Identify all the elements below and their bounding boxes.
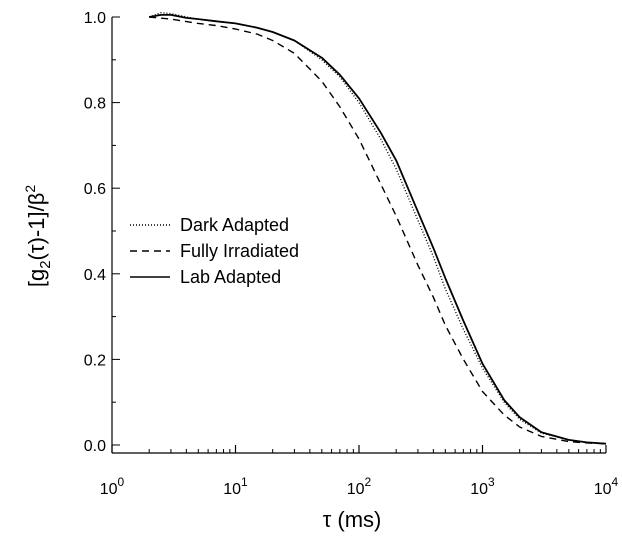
x-tick-label-base: 10 bbox=[223, 481, 241, 498]
y-axis-title-part1: [g bbox=[24, 269, 49, 287]
y-tick-label: 0.8 bbox=[84, 96, 106, 113]
x-tick-label-exponent: 2 bbox=[365, 475, 372, 489]
x-tick-label-base: 10 bbox=[100, 481, 118, 498]
legend-label-dark-adapted: Dark Adapted bbox=[180, 215, 289, 235]
x-tick-label-exponent: 4 bbox=[612, 475, 619, 489]
x-axis-title-symbol: τ bbox=[323, 507, 332, 532]
y-axis-title: [g2(τ)-1]/β2 bbox=[22, 185, 54, 288]
legend-item-dark-adapted: Dark Adapted bbox=[130, 215, 289, 235]
legend-item-fully-irradiated: Fully Irradiated bbox=[130, 241, 299, 261]
x-tick-label-base: 10 bbox=[594, 481, 612, 498]
x-tick-label-exponent: 3 bbox=[488, 475, 495, 489]
y-tick-label: 0.4 bbox=[84, 267, 106, 284]
y-tick-label: 0.2 bbox=[84, 352, 106, 369]
x-axis-title-unit: (ms) bbox=[331, 507, 381, 532]
y-axis-title-subscript: 2 bbox=[37, 260, 54, 268]
series-line-fully-irradiated bbox=[149, 16, 607, 445]
y-tick-label: 0.0 bbox=[84, 438, 106, 455]
y-tick-label: 0.6 bbox=[84, 181, 106, 198]
x-tick-label-base: 10 bbox=[347, 481, 365, 498]
x-tick-label: 103 bbox=[470, 475, 495, 498]
x-axis-title: τ (ms) bbox=[323, 507, 382, 532]
plot-frame bbox=[111, 17, 606, 454]
legend-label-lab-adapted: Lab Adapted bbox=[180, 267, 281, 287]
x-tick-label-exponent: 1 bbox=[241, 475, 248, 489]
x-tick-label: 100 bbox=[100, 475, 125, 498]
legend-label-fully-irradiated: Fully Irradiated bbox=[180, 241, 299, 261]
series-line-dark-adapted bbox=[148, 12, 607, 445]
x-tick-label: 102 bbox=[347, 475, 372, 498]
series-line-lab-adapted bbox=[149, 14, 607, 445]
y-tick-label: 1.0 bbox=[84, 10, 106, 27]
x-ticks: 100 101 102 103 104 bbox=[100, 445, 619, 498]
x-tick-label: 101 bbox=[223, 475, 248, 498]
y-ticks: 0.0 0.2 0.4 0.6 0.8 1.0 bbox=[84, 10, 120, 455]
x-tick-label-exponent: 0 bbox=[118, 475, 125, 489]
legend-item-lab-adapted: Lab Adapted bbox=[130, 267, 281, 287]
legend: Dark Adapted Fully Irradiated Lab Adapte… bbox=[130, 215, 299, 287]
x-tick-label-base: 10 bbox=[470, 481, 488, 498]
y-axis-title-superscript: 2 bbox=[22, 185, 38, 193]
y-axis-title-part2: (τ)-1]/β bbox=[24, 193, 49, 261]
series-group bbox=[148, 12, 607, 445]
x-tick-label: 104 bbox=[594, 475, 619, 498]
